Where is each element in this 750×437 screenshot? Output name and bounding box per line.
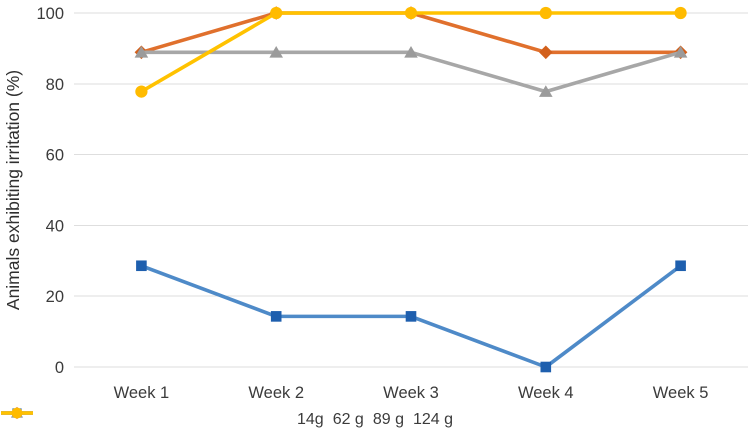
- y-tick-label: 60: [46, 147, 64, 165]
- series-marker-diamond: [539, 45, 553, 60]
- legend-item-14g: 14g: [1, 408, 324, 429]
- x-tick-label: Week 5: [653, 384, 709, 402]
- series-marker-triangle: [539, 85, 553, 97]
- series-marker-square: [540, 361, 552, 373]
- legend-label: 89 g: [372, 411, 404, 428]
- series-marker-circle: [539, 6, 552, 20]
- legend-label: 62 g: [332, 411, 364, 428]
- y-tick-label: 0: [55, 359, 64, 377]
- y-tick-label: 80: [46, 76, 64, 94]
- legend-item-89g: 89 g: [1, 407, 404, 429]
- series-marker-square: [675, 260, 686, 272]
- series-marker-square: [270, 311, 282, 322]
- series-marker-square: [136, 260, 147, 272]
- series-marker-square: [405, 311, 417, 322]
- data-series: [134, 6, 688, 373]
- series-marker-triangle: [404, 45, 418, 58]
- series-marker-triangle: [673, 45, 688, 58]
- x-tick-label: Week 2: [248, 384, 304, 402]
- y-tick-label: 40: [46, 217, 64, 235]
- series-marker-circle: [404, 6, 418, 20]
- series-124g: [135, 6, 687, 98]
- series-marker-circle: [11, 407, 23, 419]
- series-14g: [136, 260, 686, 373]
- y-axis-title: Animals exhibiting irritation (%): [3, 70, 23, 310]
- x-tick-label: Week 3: [383, 384, 439, 402]
- chart-legend: 14g 62 g 89 g 124 g: [0, 405, 750, 435]
- series-marker-triangle: [134, 45, 149, 58]
- series-marker-circle: [270, 6, 283, 20]
- series-line: [139, 50, 683, 94]
- series-marker-triangle: [269, 45, 283, 58]
- series-marker-circle: [674, 6, 687, 20]
- legend-label: 14g: [296, 411, 324, 428]
- legend-label: 124 g: [412, 411, 454, 428]
- legend-item-62g: 62 g: [1, 406, 364, 429]
- y-tick-label: 100: [36, 5, 64, 23]
- circle-marker-icon: [1, 407, 33, 419]
- legend-item-124g: 124 g: [1, 407, 454, 429]
- x-tick-label: Week 1: [114, 384, 170, 402]
- series-89g: [134, 45, 688, 97]
- axis-labels: 0 20 40 60 80 100 Week 1 Week 2 Week 3 Week 4 Week…: [36, 5, 708, 402]
- x-tick-label: Week 4: [518, 384, 574, 402]
- series-marker-circle: [135, 85, 148, 98]
- y-tick-label: 20: [46, 288, 64, 306]
